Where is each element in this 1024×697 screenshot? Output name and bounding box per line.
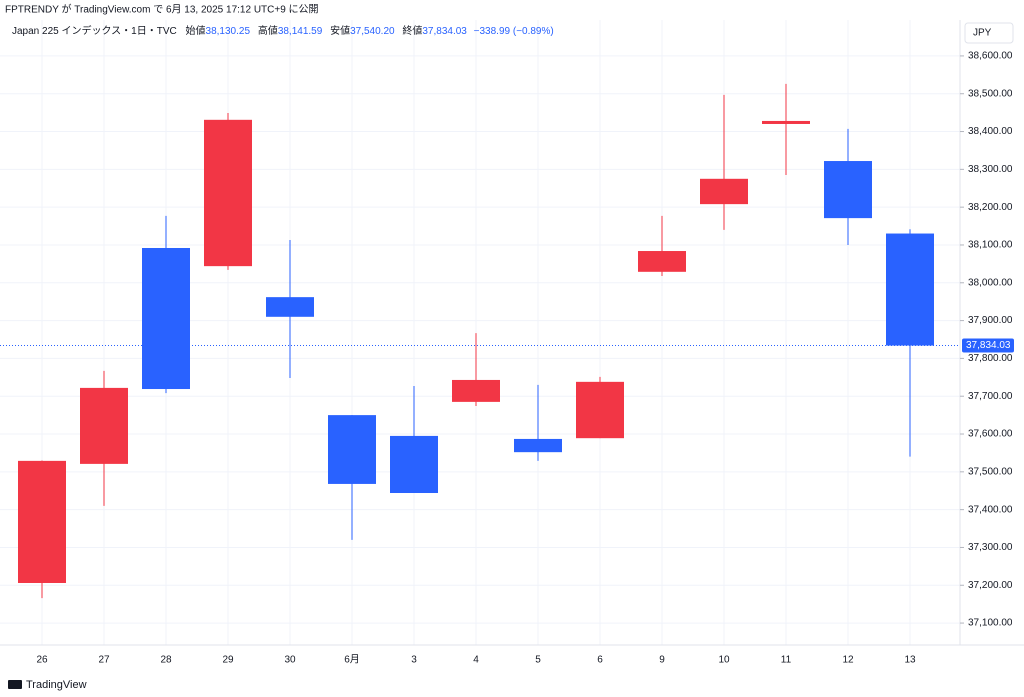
x-tick-label: 5 <box>535 655 541 666</box>
candle-body <box>886 233 934 346</box>
x-tick-label: 11 <box>781 655 792 666</box>
x-tick-label: 12 <box>842 655 854 666</box>
candle-body <box>204 119 252 267</box>
candle-body <box>266 297 314 317</box>
y-tick-label: 37,800.00 <box>968 353 1013 364</box>
ohlc-value: 38,141.59 <box>278 26 323 37</box>
y-tick-label: 37,100.00 <box>968 618 1013 629</box>
x-tick-label: 6 <box>597 655 603 666</box>
y-tick-label: 37,400.00 <box>968 504 1013 515</box>
ohlc-value: 38,130.25 <box>206 26 251 37</box>
x-tick-label: 9 <box>659 655 665 666</box>
x-tick-label: 30 <box>284 655 296 666</box>
candle-body <box>80 387 128 464</box>
ohlc-label: 終値 <box>402 24 422 37</box>
candle-body <box>762 120 810 124</box>
y-tick-label: 38,300.00 <box>968 164 1013 175</box>
candle-body <box>390 435 438 494</box>
candle-body <box>452 379 500 402</box>
ohlc-value: 37,834.03 <box>422 26 467 37</box>
y-tick-label: 37,600.00 <box>968 429 1013 440</box>
y-tick-label: 38,500.00 <box>968 88 1013 99</box>
ohlc-label: 安値 <box>330 24 350 37</box>
x-tick-label: 10 <box>718 655 730 666</box>
symbol: Japan 225 インデックス・1日・TVC <box>12 24 177 37</box>
y-tick-label: 38,000.00 <box>968 277 1013 288</box>
currency: JPY <box>973 28 992 39</box>
logo-icon <box>8 680 22 689</box>
logo <box>8 680 22 689</box>
x-tick-label: 6月 <box>344 654 360 666</box>
y-tick-label: 37,900.00 <box>968 315 1013 326</box>
change: −338.99 (−0.89%) <box>474 26 554 37</box>
candle-body <box>576 381 624 439</box>
y-tick-label: 37,300.00 <box>968 542 1013 553</box>
y-tick-label: 37,700.00 <box>968 391 1013 402</box>
candle-body <box>142 247 190 390</box>
symbol-header: Japan 225 インデックス・1日・TVC 始値38,130.25 高値38… <box>12 24 554 37</box>
ohlc-label: 高値 <box>258 24 278 37</box>
candle-body <box>638 251 686 272</box>
candles <box>18 83 934 599</box>
y-tick-label: 37,500.00 <box>968 466 1013 477</box>
candle-body <box>328 415 376 484</box>
candle-body <box>700 178 748 205</box>
y-tick-label: 38,600.00 <box>968 51 1013 62</box>
x-tick-label: 13 <box>904 655 916 666</box>
ohlc-label: 始値 <box>186 24 206 37</box>
x-tick-label: 27 <box>98 655 110 666</box>
last-price-label: 37,834.03 <box>966 340 1011 351</box>
published-by: FPTRENDY が TradingView.com で 6月 13, 2025… <box>5 3 319 16</box>
ohlc-value: 37,540.20 <box>350 26 395 37</box>
candle-body <box>18 460 66 583</box>
brand: TradingView <box>26 679 87 691</box>
currency-box[interactable] <box>964 22 1014 44</box>
last-price-box <box>962 338 1014 353</box>
x-tick-label: 29 <box>222 655 234 666</box>
y-tick-label: 38,400.00 <box>968 126 1013 137</box>
y-tick-label: 37,200.00 <box>968 580 1013 591</box>
x-tick-label: 3 <box>411 655 417 666</box>
x-tick-label: 26 <box>36 655 48 666</box>
y-tick-label: 38,100.00 <box>968 240 1013 251</box>
y-tick-label: 38,200.00 <box>968 202 1013 213</box>
candle-body <box>824 161 872 219</box>
x-tick-label: 28 <box>160 655 172 666</box>
x-tick-label: 4 <box>473 655 479 666</box>
candle-body <box>514 438 562 453</box>
